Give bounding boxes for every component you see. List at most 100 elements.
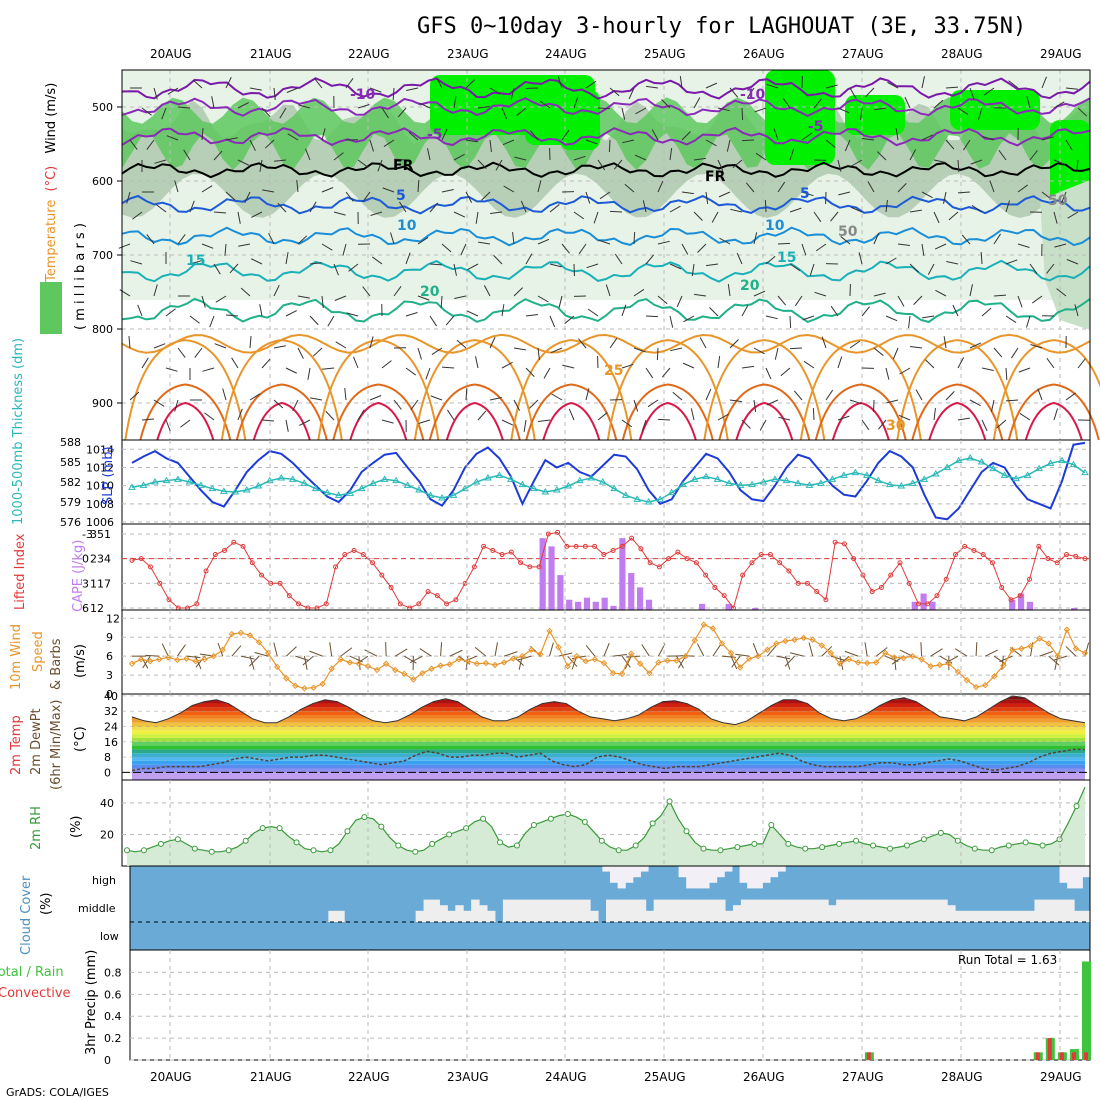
wind-barb (969, 284, 973, 297)
lifted-index-point (666, 556, 672, 562)
wind-speed-point (918, 656, 925, 663)
cloud-mid-gap (748, 899, 758, 922)
wind-barb (573, 96, 579, 109)
lifted-index-point (656, 564, 662, 570)
wind-barb-10m (364, 649, 378, 657)
wind-barb (224, 243, 227, 256)
wind-barb (1008, 80, 1019, 89)
wind-barb (321, 128, 326, 141)
thickness-tick: 582 (60, 476, 81, 489)
wind-barb (371, 256, 383, 265)
wind-barb (237, 408, 243, 421)
wind-barb (174, 180, 179, 193)
lifted-index-point (749, 560, 755, 566)
wind-barb-10m (712, 644, 722, 657)
rh-point (497, 839, 504, 846)
wind-barbs-label: & Barbs (49, 638, 64, 690)
wind-barb (393, 158, 407, 161)
wind-barb (405, 312, 418, 317)
wind-barb (585, 388, 590, 401)
wind-speed-point (791, 636, 798, 643)
wind-barb (333, 263, 339, 276)
wind-barb (274, 159, 287, 162)
thickness-point (495, 471, 504, 478)
wind-barb (885, 315, 898, 322)
wind-barb (333, 211, 346, 216)
slp-panel-frame (121, 439, 1091, 525)
wind-barb (516, 107, 527, 116)
cloud-mid-gap (978, 910, 988, 922)
wind-barb (669, 315, 674, 328)
cloud-mid-gap (1018, 910, 1028, 922)
lifted-index-point (499, 552, 505, 558)
wind-barb (683, 315, 695, 323)
wind-barb (369, 139, 374, 152)
wind-barb (873, 347, 884, 356)
rh-point (463, 825, 470, 832)
precip-conv-label: Convective (0, 986, 71, 1001)
wind-barb (657, 418, 671, 421)
temperature-contour (121, 194, 1091, 215)
wind-barb (641, 419, 647, 432)
cape-bar (752, 607, 759, 610)
wind-barb (537, 295, 549, 303)
lifted-index-point (767, 552, 773, 558)
cloud-high-gap (701, 866, 710, 889)
wind-barb (705, 82, 718, 89)
wind-barb (525, 367, 535, 377)
rh-point (598, 837, 605, 844)
wind-speed-point (519, 652, 526, 660)
lifted-index-point (999, 584, 1005, 590)
lifted-index-point (610, 547, 616, 553)
wind-speed-point (446, 661, 453, 668)
thickness-point (139, 481, 148, 488)
rh-point (937, 829, 944, 836)
wind-speed-point (845, 656, 853, 663)
wind-barb (466, 310, 479, 317)
wind-barb (493, 255, 503, 265)
rh-point (1005, 842, 1012, 849)
wind-barb (425, 367, 431, 380)
cloud-mid-gap (828, 905, 837, 922)
cape-tick: 117 (90, 577, 111, 590)
rh-point (174, 836, 181, 843)
contour-label: FR (705, 169, 726, 185)
wind-barb-10m (145, 654, 160, 657)
wind-barb (909, 263, 919, 273)
wind-barb (679, 76, 683, 89)
wind-barb (645, 315, 659, 318)
wind-barb (287, 133, 299, 141)
wind-barb-10m (808, 642, 814, 657)
wind-barb-10m (440, 642, 443, 657)
wind-barb-10m (603, 642, 610, 657)
rh-point (293, 839, 300, 846)
wind-barb (849, 340, 861, 349)
wind-barb (969, 87, 975, 100)
wind-speed-point (691, 637, 698, 644)
wind-barb (647, 399, 659, 408)
wind-barb (392, 87, 395, 101)
wind-barb-10m (356, 655, 369, 665)
cape-bar (1017, 593, 1025, 610)
wind-barb (730, 208, 743, 213)
wind-barb (780, 367, 791, 377)
wind-barb (1076, 159, 1079, 172)
cloud-mid-gap (447, 910, 456, 922)
wind-barb (146, 139, 155, 150)
wind-speed-point (609, 669, 617, 677)
wind-barb (1065, 392, 1077, 401)
wind-barb (549, 315, 556, 328)
wind-barb (597, 107, 611, 110)
temperature-contour-35 (445, 401, 504, 441)
thickness-point (897, 482, 906, 489)
wind-barb (1029, 150, 1038, 161)
cape-tick: 351 (90, 528, 111, 541)
cape-bar (920, 593, 927, 610)
wind-barb (837, 159, 842, 172)
wind-barb (165, 367, 178, 372)
wind-speed-point (564, 663, 571, 670)
temperature-contour (121, 77, 1091, 100)
wind-speed-point (301, 685, 308, 692)
cloud-mid-gap (510, 899, 520, 922)
wind-barb (249, 87, 262, 91)
